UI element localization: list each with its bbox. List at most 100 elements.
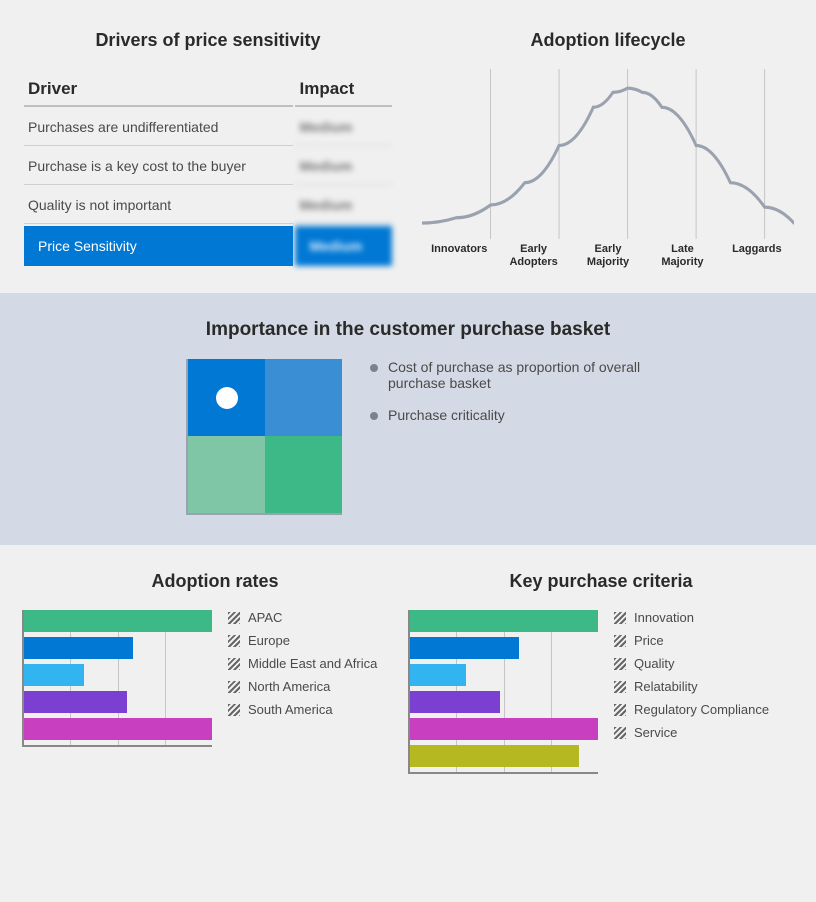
impact-cell: Medium [295,148,392,185]
legend-item: Cost of purchase as proportion of overal… [370,359,670,391]
quadrant-chart [186,359,342,515]
quad-top-right [265,359,342,436]
legend-label: Relatability [634,679,698,694]
legend-swatch-icon [228,658,240,670]
legend-item: APAC [228,610,377,625]
bar [410,718,598,740]
adoption-rates-title: Adoption rates [22,571,408,592]
bottom-row: Adoption rates APAC Europe Middle East and… [0,545,816,804]
bar [24,691,127,713]
bar [24,637,133,659]
drivers-table: Driver Impact Purchases are undifferenti… [22,69,394,268]
quadrant-grid [188,359,342,513]
legend-label: Price [634,633,664,648]
table-row: Purchase is a key cost to the buyerMediu… [24,148,392,185]
impact-cell: Medium [295,226,392,266]
bar [410,610,598,632]
legend-label: Europe [248,633,290,648]
importance-title: Importance in the customer purchase bask… [22,319,794,341]
bar [410,691,500,713]
quadrant-marker [216,387,238,409]
drivers-highlight-row: Price SensitivityMedium [24,226,392,266]
lifecycle-svg [422,69,794,239]
legend-item: Price [614,633,769,648]
legend-label: Regulatory Compliance [634,702,769,717]
legend-item: Quality [614,656,769,671]
drivers-title: Drivers of price sensitivity [22,30,394,51]
legend-label: APAC [248,610,282,625]
bar [24,718,212,740]
adoption-rates-body: APAC Europe Middle East and Africa North Am… [22,610,408,747]
legend-item: Middle East and Africa [228,656,377,671]
lifecycle-chart [422,69,794,239]
lifecycle-label: Laggards [720,243,794,269]
legend-swatch-icon [614,658,626,670]
table-row: Purchases are undifferentiatedMedium [24,109,392,146]
driver-cell: Quality is not important [24,187,293,224]
legend-swatch-icon [614,681,626,693]
purchase-criteria-panel: Key purchase criteria Innovation Price Qua… [408,571,794,774]
lifecycle-label: Innovators [422,243,496,269]
legend-label: Purchase criticality [388,407,505,423]
driver-cell: Purchases are undifferentiated [24,109,293,146]
adoption-rates-legend: APAC Europe Middle East and Africa North Am… [228,610,377,725]
bullet-icon [370,364,378,372]
legend-label: Service [634,725,677,740]
importance-body: Cost of purchase as proportion of overal… [22,359,794,515]
lifecycle-labels: InnovatorsEarlyAdoptersEarlyMajorityLate… [422,243,794,269]
legend-item: North America [228,679,377,694]
bar [24,610,212,632]
lifecycle-label: EarlyMajority [571,243,645,269]
legend-label: Middle East and Africa [248,656,377,671]
adoption-rates-panel: Adoption rates APAC Europe Middle East and… [22,571,408,774]
table-row: Quality is not importantMedium [24,187,392,224]
legend-swatch-icon [614,635,626,647]
adoption-rates-bars [22,610,212,747]
purchase-criteria-legend: Innovation Price Quality Relatability Regula… [614,610,769,748]
impact-cell: Medium [295,109,392,146]
driver-cell: Purchase is a key cost to the buyer [24,148,293,185]
quad-bottom-right [265,436,342,513]
legend-swatch-icon [614,704,626,716]
driver-cell: Price Sensitivity [24,226,293,266]
bar [24,664,84,686]
drivers-panel: Drivers of price sensitivity Driver Impa… [22,30,394,269]
purchase-criteria-title: Key purchase criteria [408,571,794,592]
impact-cell: Medium [295,187,392,224]
bullet-icon [370,412,378,420]
legend-label: North America [248,679,330,694]
purchase-criteria-body: Innovation Price Quality Relatability Regula… [408,610,794,774]
legend-label: Cost of purchase as proportion of overal… [388,359,670,391]
drivers-col-driver: Driver [24,71,293,107]
purchase-criteria-bars [408,610,598,774]
lifecycle-panel: Adoption lifecycle InnovatorsEarlyAdopte… [394,30,794,269]
legend-item: Purchase criticality [370,407,670,423]
legend-label: Innovation [634,610,694,625]
legend-item: Relatability [614,679,769,694]
legend-swatch-icon [228,612,240,624]
legend-swatch-icon [614,727,626,739]
lifecycle-title: Adoption lifecycle [422,30,794,51]
drivers-col-impact: Impact [295,71,392,107]
legend-item: Innovation [614,610,769,625]
lifecycle-label: EarlyAdopters [496,243,570,269]
bar [410,745,579,767]
top-row: Drivers of price sensitivity Driver Impa… [0,0,816,293]
legend-label: South America [248,702,333,717]
importance-panel: Importance in the customer purchase bask… [0,293,816,545]
legend-item: Europe [228,633,377,648]
legend-item: Service [614,725,769,740]
legend-swatch-icon [228,704,240,716]
legend-swatch-icon [228,681,240,693]
bar [410,637,519,659]
drivers-tbody: Purchases are undifferentiatedMediumPurc… [24,109,392,266]
bar [410,664,466,686]
legend-swatch-icon [614,612,626,624]
legend-swatch-icon [228,635,240,647]
importance-legend: Cost of purchase as proportion of overal… [370,359,670,439]
lifecycle-label: LateMajority [645,243,719,269]
quad-bottom-left [188,436,265,513]
legend-label: Quality [634,656,674,671]
legend-item: Regulatory Compliance [614,702,769,717]
legend-item: South America [228,702,377,717]
